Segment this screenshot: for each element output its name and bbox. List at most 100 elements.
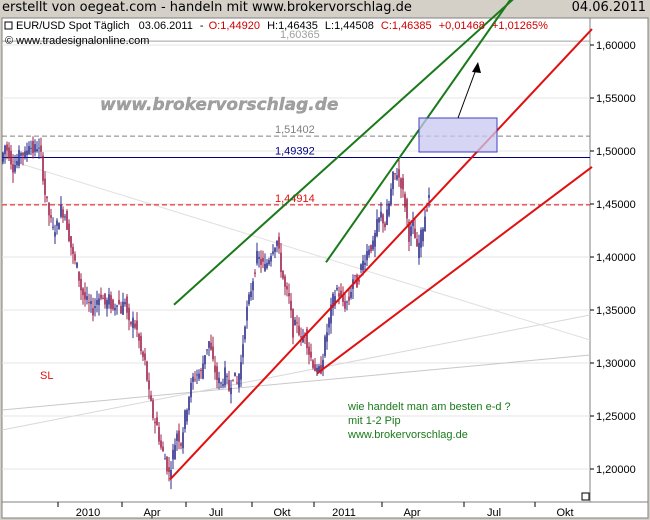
candle-body bbox=[330, 304, 332, 324]
candle-body bbox=[152, 400, 154, 418]
candle-body bbox=[24, 151, 26, 157]
candle-body bbox=[176, 433, 178, 441]
candle-body bbox=[364, 262, 366, 266]
candles bbox=[2, 136, 430, 490]
candle-body bbox=[388, 203, 390, 216]
candle-body bbox=[156, 417, 158, 426]
x-tick-label: Apr bbox=[403, 507, 420, 519]
candle-body bbox=[70, 236, 72, 248]
candle-body bbox=[104, 293, 106, 305]
candle-body bbox=[42, 155, 44, 181]
info-change: +0,01468 bbox=[439, 20, 485, 32]
candle-body bbox=[130, 322, 132, 325]
candle-body bbox=[350, 291, 352, 298]
candle-body bbox=[166, 456, 168, 472]
candle-body bbox=[260, 258, 262, 265]
candle-body bbox=[58, 223, 60, 230]
candle-body bbox=[136, 320, 138, 330]
candle-body bbox=[194, 379, 196, 381]
instrument-label: EUR/USD Spot Täglich bbox=[16, 20, 130, 32]
candle-body bbox=[16, 160, 18, 166]
candle-body bbox=[212, 346, 214, 360]
candle-body bbox=[416, 238, 418, 247]
y-tick-label: 1,60000 bbox=[596, 40, 636, 52]
candle-body bbox=[120, 305, 122, 314]
candle-body bbox=[108, 294, 110, 305]
candle-body bbox=[400, 178, 402, 189]
candle-body bbox=[92, 308, 94, 316]
candle-body bbox=[48, 202, 50, 216]
candle-body bbox=[118, 299, 120, 305]
candle-body bbox=[390, 188, 392, 205]
candle-body bbox=[272, 251, 274, 254]
candle-body bbox=[408, 221, 410, 242]
x-tick-label: Okt bbox=[556, 507, 573, 519]
candle-body bbox=[154, 421, 156, 424]
candle-body bbox=[146, 361, 148, 381]
x-tick-label: Jul bbox=[487, 507, 501, 519]
candle-body bbox=[358, 279, 360, 282]
candle-body bbox=[256, 250, 258, 264]
candle-body bbox=[160, 440, 162, 448]
faint-lines bbox=[1, 157, 591, 431]
candle-body bbox=[132, 317, 134, 328]
candle-body bbox=[238, 373, 240, 388]
plot-area bbox=[1, 17, 591, 503]
candle-body bbox=[190, 382, 192, 398]
candle-body bbox=[424, 216, 426, 232]
candle-body bbox=[122, 301, 124, 315]
y-tick-label: 1,50000 bbox=[596, 146, 636, 158]
watermark: www.brokervorschlag.de bbox=[100, 95, 338, 115]
candle-body bbox=[28, 146, 30, 155]
question-line-3: www.brokervorschlag.de bbox=[347, 429, 468, 441]
candle-body bbox=[382, 214, 384, 224]
candle-body bbox=[60, 205, 62, 217]
candle-body bbox=[128, 307, 130, 321]
candle-body bbox=[64, 216, 66, 218]
candle-body bbox=[142, 351, 144, 357]
candle-body bbox=[162, 446, 164, 452]
candle-body bbox=[398, 169, 400, 178]
candle-body bbox=[86, 296, 88, 300]
level-label: 1,44914 bbox=[275, 193, 315, 205]
candle-body bbox=[240, 362, 242, 380]
candle-body bbox=[414, 228, 416, 239]
x-tick-label: Jul bbox=[209, 507, 223, 519]
candle-body bbox=[248, 294, 250, 305]
candle-body bbox=[378, 217, 380, 223]
candle-body bbox=[296, 322, 298, 324]
candle-body bbox=[116, 305, 118, 307]
x-axis-panel bbox=[1, 501, 649, 519]
candle-body bbox=[332, 293, 334, 308]
candle-body bbox=[264, 263, 266, 271]
candle-body bbox=[360, 264, 362, 270]
candle-body bbox=[102, 297, 104, 300]
x-ticks: 2010 Apr Jul Okt 2011 Apr Jul Okt bbox=[57, 502, 574, 519]
candle-body bbox=[300, 336, 302, 338]
candle-body bbox=[418, 242, 420, 258]
candle-body bbox=[224, 367, 226, 386]
candle-body bbox=[52, 226, 54, 228]
level-label: 1,60365 bbox=[280, 29, 320, 41]
candle-body bbox=[220, 382, 222, 384]
candle-body bbox=[254, 272, 256, 274]
candle-body bbox=[292, 309, 294, 338]
candle-body bbox=[404, 193, 406, 208]
candle-body bbox=[286, 286, 288, 290]
candle-body bbox=[206, 349, 208, 351]
candle-body bbox=[126, 296, 128, 313]
candle-body bbox=[22, 152, 24, 156]
candle-body bbox=[134, 323, 136, 328]
candle-body bbox=[168, 467, 170, 473]
info-low: L:1,44508 bbox=[325, 20, 374, 32]
y-tick-label: 1,30000 bbox=[596, 358, 636, 370]
question-line-2: mit 1-2 Pip bbox=[348, 415, 401, 427]
candle-body bbox=[244, 326, 246, 340]
candle-body bbox=[178, 430, 180, 442]
candle-body bbox=[50, 215, 52, 218]
candle-body bbox=[144, 353, 146, 360]
candle-body bbox=[288, 293, 290, 297]
candle-body bbox=[40, 145, 42, 152]
candle-body bbox=[12, 164, 14, 173]
candle-body bbox=[202, 363, 204, 379]
